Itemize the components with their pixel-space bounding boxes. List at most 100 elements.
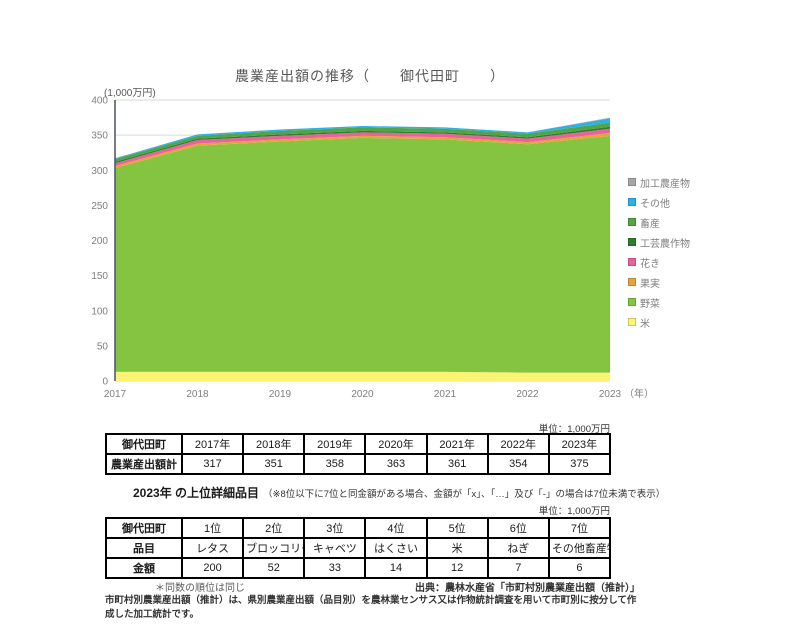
header-cell: 2018年 [242, 433, 306, 455]
data-cell: 200 [180, 557, 245, 579]
section2-note: （※8位以下に7位と同金額がある場合、金額が「x」、「…」及び「-」の場合は7位… [263, 489, 666, 500]
output-total-table: 御代田町 2017年 2018年 2019年 2020年 2021年 2022年 2023年農… [105, 433, 612, 475]
legend: 加工農産物その他畜産工芸農作物花き果実野菜米 [628, 172, 690, 332]
header-cell: 7位 [547, 517, 612, 539]
header-cell: 2017年 [180, 433, 245, 455]
section2-title: 2023年 の上位詳細品目 [133, 486, 260, 500]
legend-item: 米 [628, 312, 690, 332]
data-cell: 52 [242, 557, 306, 579]
legend-item: 果実 [628, 272, 690, 292]
svg-text:2018: 2018 [186, 389, 209, 400]
header-cell: 4位 [364, 517, 428, 539]
svg-text:2023: 2023 [599, 389, 622, 400]
svg-text:0: 0 [102, 377, 108, 388]
legend-label: 米 [640, 318, 650, 330]
data-cell: 品目 [105, 537, 183, 559]
legend-label: 野菜 [640, 298, 660, 310]
area-chart-svg: 0 50 100 150 200 250 300 350 400 2017 2018 2019 2020… [91, 96, 650, 401]
svg-text:50: 50 [97, 341, 109, 352]
legend-swatch-icon [628, 238, 636, 246]
y-axis-unit-label: (1,000万円) [104, 88, 156, 99]
legend-swatch-icon [628, 318, 636, 326]
data-cell: レタス [180, 537, 245, 559]
table-row: 品目レタスブロッコリーキャベツはくさい米ねぎその他畜産物 [105, 537, 612, 559]
methodology-note: 市町村別農業産出額（推計）は、県別農業産出額（品目別）を農林業センサス又は作物統… [105, 595, 637, 620]
legend-item: 加工農産物 [628, 172, 690, 192]
legend-label: 花き [640, 258, 660, 270]
svg-text:150: 150 [91, 271, 108, 282]
data-cell: 7 [486, 557, 550, 579]
legend-item: 野菜 [628, 292, 690, 312]
header-cell: 2020年 [364, 433, 428, 455]
svg-text:300: 300 [91, 166, 108, 177]
chart-title: 農業産出額の推移（ 御代田町 ） [235, 68, 505, 84]
svg-text:2022: 2022 [516, 389, 539, 400]
data-cell: 363 [364, 453, 428, 475]
header-cell: 御代田町 [105, 433, 183, 455]
source-note: 出典：農林水産省「市町村別農業産出額（推計）」 [415, 583, 640, 594]
header-cell: 2位 [242, 517, 306, 539]
top-items-table: 御代田町1位2位3位4位5位6位7位品目レタスブロッコリーキャベツはくさい米ねぎ… [105, 517, 612, 579]
svg-text:2019: 2019 [269, 389, 292, 400]
svg-text:2020: 2020 [351, 389, 374, 400]
svg-text:250: 250 [91, 201, 108, 212]
legend-swatch-icon [628, 178, 636, 186]
section2-heading: 2023年 の上位詳細品目 （※8位以下に7位と同金額がある場合、金額が「x」、「… [133, 484, 693, 501]
data-cell: 375 [547, 453, 612, 475]
header-cell: 1位 [180, 517, 245, 539]
legend-item: 花き [628, 252, 690, 272]
header-cell: 5位 [425, 517, 489, 539]
header-cell: 2023年 [547, 433, 612, 455]
data-cell: ねぎ [486, 537, 550, 559]
legend-item: 工芸農作物 [628, 232, 690, 252]
table-row: 農業産出額計 317 351 358 363 361 354 375 [105, 453, 612, 475]
header-cell: 6位 [486, 517, 550, 539]
table-row: 御代田町 1位 2位 3位 4位 5位 6位 7位 [105, 517, 612, 539]
svg-text:2021: 2021 [434, 389, 457, 400]
data-cell: 358 [303, 453, 367, 475]
tie-rank-note: ＊同数の順位は同じ [155, 583, 245, 594]
svg-text:（年）: （年） [624, 387, 650, 400]
header-cell: 御代田町 [105, 517, 183, 539]
header-cell: 2021年 [425, 433, 489, 455]
legend-swatch-icon [628, 278, 636, 286]
data-cell: 6 [547, 557, 612, 579]
header-cell: 3位 [303, 517, 367, 539]
legend-item: 畜産 [628, 212, 690, 232]
legend-label: 畜産 [640, 218, 660, 230]
data-cell: 農業産出額計 [105, 453, 183, 475]
data-cell: キャベツ [303, 537, 367, 559]
data-cell: 317 [180, 453, 245, 475]
svg-text:2017: 2017 [104, 389, 127, 400]
header-cell: 2019年 [303, 433, 367, 455]
header-cell: 2022年 [486, 433, 550, 455]
data-cell: 14 [364, 557, 428, 579]
data-cell: 354 [486, 453, 550, 475]
data-cell: 351 [242, 453, 306, 475]
table2-unit-label: 単位：1,000万円 [538, 506, 610, 517]
table-row: 御代田町 2017年 2018年 2019年 2020年 2021年 2022年 2023年 [105, 433, 612, 455]
legend-swatch-icon [628, 198, 636, 206]
data-cell: 33 [303, 557, 367, 579]
legend-swatch-icon [628, 258, 636, 266]
data-cell: その他畜産物 [547, 537, 612, 559]
svg-text:100: 100 [91, 306, 108, 317]
legend-swatch-icon [628, 218, 636, 226]
data-cell: 金額 [105, 557, 183, 579]
data-cell: はくさい [364, 537, 428, 559]
svg-text:400: 400 [91, 96, 108, 107]
legend-item: その他 [628, 192, 690, 212]
table-row: 金額 200 52 33 14 12 7 6 [105, 557, 612, 579]
legend-label: 加工農産物 [640, 178, 690, 190]
svg-text:350: 350 [91, 131, 108, 142]
table1-unit-label: 単位：1,000万円 [538, 424, 610, 435]
legend-label: 果実 [640, 278, 660, 290]
legend-label: 工芸農作物 [640, 238, 690, 250]
data-cell: ブロッコリー [242, 537, 306, 559]
data-cell: 12 [425, 557, 489, 579]
svg-text:200: 200 [91, 236, 108, 247]
data-cell: 361 [425, 453, 489, 475]
data-cell: 米 [425, 537, 489, 559]
legend-label: その他 [640, 198, 670, 210]
